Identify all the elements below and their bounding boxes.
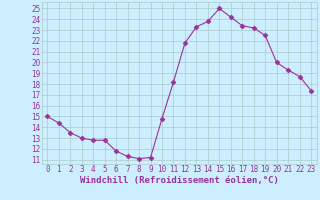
X-axis label: Windchill (Refroidissement éolien,°C): Windchill (Refroidissement éolien,°C): [80, 176, 279, 185]
